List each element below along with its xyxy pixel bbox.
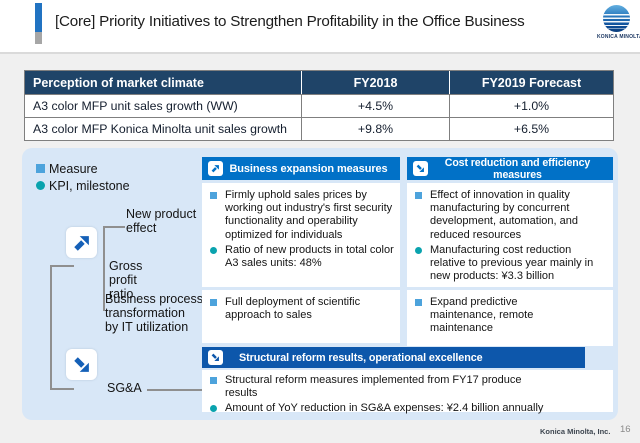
connector-sga-horizontal xyxy=(147,389,202,391)
gross-profit-up-arrow-tile xyxy=(66,227,97,258)
bullet-text: Amount of YoY reduction in SG&A expenses… xyxy=(225,402,544,415)
page-title: [Core] Priority Initiatives to Strengthe… xyxy=(55,13,525,30)
legend: Measure KPI, milestone xyxy=(36,160,130,194)
table-header-fy2019: FY2019 Forecast xyxy=(449,71,613,94)
cost-reduction-banner: Cost reduction and efficiency measures xyxy=(407,156,613,181)
arrow-down-right-icon xyxy=(413,161,428,176)
kpi-circle-icon xyxy=(415,246,422,254)
cost-reduction-title: Cost reduction and efficiency measures xyxy=(444,156,591,181)
table-header-perception: Perception of market climate xyxy=(25,71,301,94)
row-label: A3 color MFP unit sales growth (WW) xyxy=(25,94,301,117)
bullet-text: Structural reform measures implemented f… xyxy=(225,374,522,400)
measure-square-icon xyxy=(210,299,217,306)
bullet-text: Ratio of new products in total color A3 … xyxy=(225,243,394,270)
row-fy2019-value: +1.0% xyxy=(449,94,613,117)
bullet-text: Full deployment of scientific approach t… xyxy=(225,296,361,322)
row-label: A3 color MFP Konica Minolta unit sales g… xyxy=(25,117,301,140)
legend-kpi-label: KPI, milestone xyxy=(49,178,130,193)
legend-kpi: KPI, milestone xyxy=(36,177,130,194)
connector-sga-tick xyxy=(50,388,74,390)
globe-logo-icon xyxy=(602,5,630,32)
cost-reduction-box: Effect of innovation in quality manufact… xyxy=(407,183,613,287)
footer-page-number: 16 xyxy=(620,424,631,435)
table-row: A3 color MFP Konica Minolta unit sales g… xyxy=(25,117,613,140)
structural-reform-title: Structural reform results, operational e… xyxy=(239,351,483,364)
market-climate-table: Perception of market climate FY2018 FY20… xyxy=(24,70,614,141)
bullet-text: Manufacturing cost reduction relative to… xyxy=(430,243,594,283)
connector-mid-vertical xyxy=(103,226,105,311)
business-expansion-banner: Business expansion measures xyxy=(202,157,400,180)
connector-gross-tick xyxy=(50,265,74,267)
kpi-bullet: Amount of YoY reduction in SG&A expenses… xyxy=(208,401,609,416)
structural-reform-banner: Structural reform results, operational e… xyxy=(202,347,585,368)
bullet-text: Firmly uphold sales prices by working ou… xyxy=(225,189,393,241)
measure-bullet: Effect of innovation in quality manufact… xyxy=(413,188,609,243)
logo-wordmark: KONICA MINOLTA xyxy=(597,34,640,40)
title-bar: [Core] Priority Initiatives to Strengthe… xyxy=(0,0,640,54)
arrow-up-right-icon xyxy=(208,161,223,176)
cost-reduction-mid-box: Expand predictive maintenance, remote ma… xyxy=(407,290,613,346)
arrow-up-right-icon xyxy=(73,235,89,251)
measure-square-icon xyxy=(210,377,217,384)
bullet-text: Effect of innovation in quality manufact… xyxy=(430,189,578,241)
table-header-fy2018: FY2018 xyxy=(301,71,449,94)
label-new-product-effect: New product effect xyxy=(126,207,197,236)
kpi-circle-icon xyxy=(210,405,217,413)
measure-bullet: Firmly uphold sales prices by working ou… xyxy=(208,188,396,243)
sga-down-arrow-tile xyxy=(66,349,97,380)
arrow-down-right-icon xyxy=(208,350,223,365)
measure-bullet: Full deployment of scientific approach t… xyxy=(208,295,396,323)
measure-square-icon xyxy=(36,164,45,173)
bullet-text: Expand predictive maintenance, remote ma… xyxy=(430,296,534,335)
measure-square-icon xyxy=(210,192,217,199)
business-expansion-title: Business expansion measures xyxy=(229,162,388,175)
title-accent-blue xyxy=(35,3,42,32)
legend-measure: Measure xyxy=(36,160,130,177)
konica-minolta-logo: KONICA MINOLTA xyxy=(597,5,640,40)
business-expansion-mid-box: Full deployment of scientific approach t… xyxy=(202,290,400,343)
row-fy2018-value: +9.8% xyxy=(301,117,449,140)
legend-measure-label: Measure xyxy=(49,161,98,176)
measure-bullet: Structural reform measures implemented f… xyxy=(208,373,609,401)
connector-newproduct-tick xyxy=(103,226,125,228)
row-fy2018-value: +4.5% xyxy=(301,94,449,117)
kpi-circle-icon xyxy=(210,246,217,254)
kpi-circle-icon xyxy=(36,181,45,190)
table-header-row: Perception of market climate FY2018 FY20… xyxy=(25,71,613,94)
footer-company: Konica Minolta, Inc. xyxy=(540,427,611,436)
kpi-bullet: Manufacturing cost reduction relative to… xyxy=(413,243,609,285)
title-accent-gray xyxy=(35,32,42,44)
measure-square-icon xyxy=(415,192,422,199)
structural-reform-box: Structural reform measures implemented f… xyxy=(202,370,613,414)
measure-bullet: Expand predictive maintenance, remote ma… xyxy=(413,295,609,337)
label-gross-profit-ratio: Gross profit ratio xyxy=(109,259,143,302)
row-fy2019-value: +6.5% xyxy=(449,117,613,140)
measure-square-icon xyxy=(415,299,422,306)
label-sga: SG&A xyxy=(107,381,142,395)
kpi-bullet: Ratio of new products in total color A3 … xyxy=(208,243,396,271)
business-expansion-box: Firmly uphold sales prices by working ou… xyxy=(202,183,400,287)
label-business-process: Business process transformation by IT ut… xyxy=(105,292,203,335)
table-row: A3 color MFP unit sales growth (WW) +4.5… xyxy=(25,94,613,117)
connector-left-vertical xyxy=(50,265,52,389)
arrow-down-right-icon xyxy=(73,356,89,372)
